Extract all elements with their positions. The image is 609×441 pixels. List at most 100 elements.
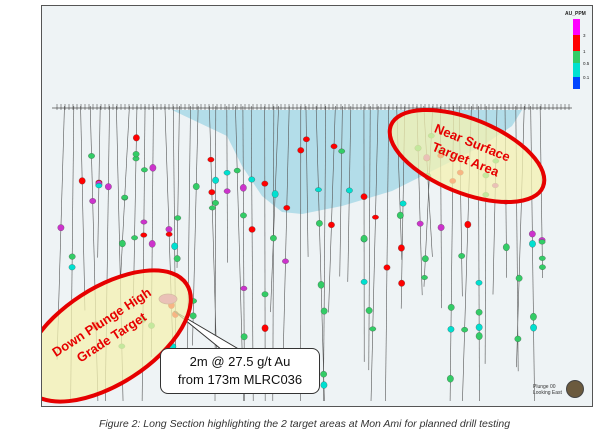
assay-sample — [240, 285, 248, 291]
assay-sample — [240, 333, 248, 341]
assay-sample — [330, 143, 338, 150]
assay-sample — [346, 187, 353, 194]
callout-line-2: from 173m MLRC036 — [177, 372, 303, 387]
looking-label: Looking East — [533, 390, 562, 396]
legend-swatch-05 — [573, 51, 580, 63]
assay-sample — [399, 200, 407, 207]
near-surface-target: Near Surface Target Area — [387, 107, 547, 205]
assay-sample — [88, 153, 95, 159]
assay-sample — [447, 326, 455, 333]
assay-sample — [475, 323, 483, 331]
drill-hole-trace — [339, 105, 343, 277]
drill-hole-trace — [370, 105, 379, 402]
assay-sample — [141, 167, 148, 173]
assay-sample — [223, 170, 231, 176]
assay-sample — [514, 335, 522, 343]
compass-icon — [566, 380, 584, 398]
assay-sample — [192, 183, 200, 190]
assay-sample — [95, 183, 103, 189]
assay-sample — [502, 243, 510, 252]
drill-hole-trace — [368, 105, 371, 371]
assay-sample — [149, 164, 157, 172]
legend-swatch-1 — [573, 35, 580, 51]
assay-sample — [208, 189, 216, 196]
assay-sample — [207, 157, 215, 163]
assay-sample — [372, 214, 379, 220]
assay-sample — [271, 190, 279, 198]
assay-sample — [538, 255, 546, 261]
assay-sample — [133, 134, 140, 142]
drill-hole-trace — [347, 105, 352, 282]
assay-sample — [89, 198, 97, 204]
assay-sample — [261, 291, 269, 298]
assay-sample — [131, 235, 138, 241]
assay-sample — [421, 275, 428, 280]
drill-hole-trace — [80, 105, 86, 311]
legend-swatch-01 — [573, 63, 580, 77]
assay-sample — [68, 253, 76, 260]
assay-sample — [315, 187, 322, 193]
assay-sample — [240, 212, 247, 219]
assay-sample — [515, 274, 523, 282]
assay-sample — [530, 323, 537, 332]
assay-sample — [398, 244, 405, 252]
drill-hole-trace — [176, 105, 180, 268]
assay-sample — [475, 332, 483, 340]
assay-sample — [261, 180, 269, 187]
assay-sample — [529, 240, 536, 248]
assay-sample — [165, 226, 173, 233]
assay-sample — [223, 188, 231, 194]
assay-sample — [316, 220, 323, 227]
assay-sample — [212, 176, 219, 184]
assay-sample — [528, 230, 536, 238]
assay-sample — [261, 324, 269, 332]
assay-sample — [383, 264, 391, 271]
assay-sample — [398, 279, 405, 287]
plunge-label: Plunge 00 — [533, 384, 556, 390]
legend-tick-05: 0.5 — [583, 61, 590, 66]
assay-sample — [416, 220, 424, 227]
view-orientation: Plunge 00 Looking East — [533, 384, 562, 396]
callout-line-1: 2m @ 27.5 g/t Au — [189, 354, 291, 369]
assay-sample — [475, 309, 483, 316]
assay-sample — [148, 240, 156, 248]
section-view: Near Surface Target Area Down Plunge Hig… — [41, 5, 593, 407]
assay-sample — [208, 205, 216, 211]
assay-sample — [121, 194, 129, 200]
assay-sample — [475, 279, 483, 286]
assay-sample — [174, 215, 182, 221]
assay-sample — [140, 232, 148, 238]
drill-hole-trace — [323, 105, 327, 402]
legend-tick-01: 0.1 — [583, 75, 590, 80]
assay-sample — [239, 184, 247, 192]
assay-sample — [282, 258, 289, 264]
drill-hole-trace — [192, 105, 199, 346]
assay-sample — [539, 264, 546, 270]
assay-sample — [437, 224, 445, 231]
assay-sample — [320, 307, 328, 315]
assay-sample — [530, 312, 537, 321]
grade-legend: AU_PPM 3 1 0.5 0.1 — [561, 9, 591, 93]
assay-sample — [317, 281, 325, 289]
assay-sample — [283, 205, 291, 211]
drill-hole-trace — [530, 105, 535, 402]
assay-sample — [78, 177, 86, 185]
assay-sample — [212, 199, 219, 206]
assay-sample — [360, 279, 368, 285]
drill-hole-trace — [315, 105, 325, 402]
assay-sample — [248, 176, 256, 183]
assay-sample — [461, 327, 468, 333]
assay-sample — [57, 224, 65, 232]
assay-sample — [320, 370, 327, 378]
assay-sample — [447, 375, 454, 383]
assay-sample — [458, 253, 466, 259]
assay-sample — [396, 211, 404, 219]
assay-sample — [132, 151, 140, 158]
assay-sample — [68, 264, 76, 271]
drill-hole-trace — [282, 105, 290, 363]
assay-sample — [165, 231, 173, 237]
assay-sample — [105, 183, 112, 191]
assay-sample — [303, 136, 310, 143]
assay-sample — [233, 167, 241, 174]
assay-sample — [338, 148, 346, 154]
